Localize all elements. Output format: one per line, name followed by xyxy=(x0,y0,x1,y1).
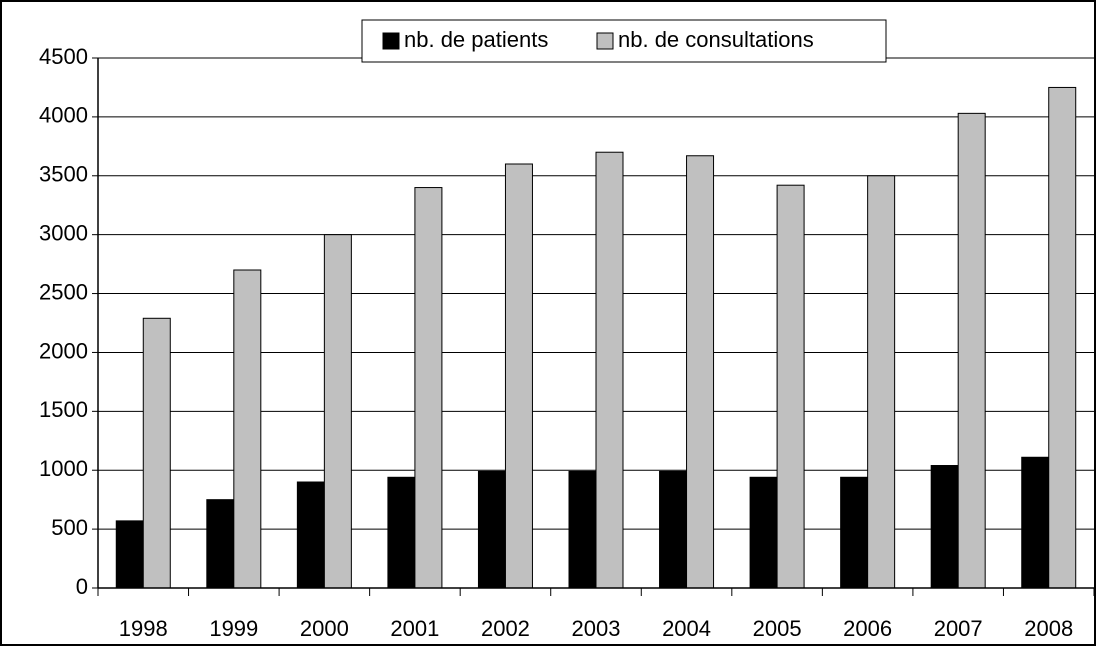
bar xyxy=(206,499,235,589)
bar xyxy=(142,317,171,589)
bar xyxy=(504,163,533,589)
legend-swatch xyxy=(382,32,400,50)
bar xyxy=(867,175,896,589)
bar xyxy=(387,476,416,589)
bar xyxy=(414,187,443,589)
bar xyxy=(568,470,597,589)
bar xyxy=(930,465,959,589)
y-tick-label: 4000 xyxy=(39,103,88,128)
bar xyxy=(323,234,352,589)
bar xyxy=(840,476,869,589)
y-tick-label: 1500 xyxy=(39,397,88,422)
bar xyxy=(1021,456,1050,589)
y-tick-label: 2000 xyxy=(39,338,88,363)
y-tick-label: 3500 xyxy=(39,162,88,187)
x-tick-label: 2002 xyxy=(481,616,530,641)
x-tick-label: 2007 xyxy=(934,616,983,641)
bar xyxy=(1048,86,1077,589)
x-tick-label: 1998 xyxy=(119,616,168,641)
y-tick-label: 3000 xyxy=(39,220,88,245)
x-tick-label: 2004 xyxy=(662,616,711,641)
legend-box xyxy=(361,19,887,63)
x-tick-label: 2001 xyxy=(390,616,439,641)
legend-label: nb. de consultations xyxy=(618,27,814,52)
bar xyxy=(595,151,624,589)
bar xyxy=(686,155,715,589)
bar xyxy=(296,481,325,589)
x-tick-label: 1999 xyxy=(209,616,258,641)
legend-label: nb. de patients xyxy=(404,27,548,52)
bar xyxy=(749,476,778,589)
x-tick-label: 2006 xyxy=(843,616,892,641)
y-tick-label: 0 xyxy=(76,574,88,599)
bar xyxy=(776,184,805,589)
bar xyxy=(957,112,986,589)
y-tick-label: 4500 xyxy=(39,44,88,69)
x-tick-label: 2005 xyxy=(753,616,802,641)
bar xyxy=(477,470,506,589)
x-tick-label: 2000 xyxy=(300,616,349,641)
legend-swatch xyxy=(596,32,614,50)
bar xyxy=(115,520,144,589)
y-tick-label: 2500 xyxy=(39,279,88,304)
x-tick-label: 2008 xyxy=(1024,616,1073,641)
bar xyxy=(659,470,688,589)
y-tick-label: 500 xyxy=(51,515,88,540)
y-tick-label: 1000 xyxy=(39,456,88,481)
bar xyxy=(233,269,262,589)
x-tick-label: 2003 xyxy=(572,616,621,641)
